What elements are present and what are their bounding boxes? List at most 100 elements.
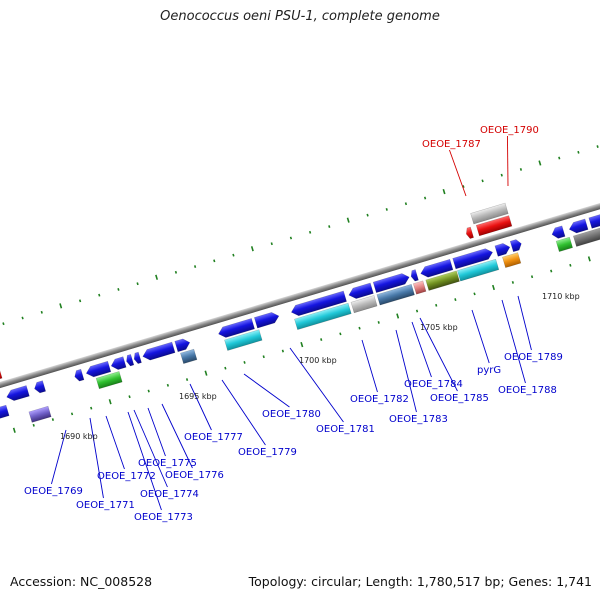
gc-dot [587,256,591,262]
gene-label[interactable]: OEOE_1784 [404,379,463,390]
gene-feature[interactable] [457,258,500,282]
gene-label[interactable]: OEOE_1777 [184,432,243,443]
gene-feature[interactable] [133,351,142,364]
gc-dot [128,395,131,399]
gc-dot [366,213,369,217]
gene-feature[interactable] [5,385,30,403]
gc-dot [136,282,139,286]
gene-feature[interactable] [412,280,427,295]
gc-dot [78,299,82,303]
gene-label[interactable]: OEOE_1773 [134,512,193,523]
gc-dot [193,265,197,269]
gene-feature[interactable] [125,354,135,367]
gc-dot [108,399,112,405]
gene-feature[interactable] [95,371,123,390]
gene-label[interactable]: OEOE_1785 [430,393,489,404]
gene-feature[interactable] [0,404,10,422]
gc-dot [2,322,5,326]
label-leader-line [419,317,458,392]
gc-dot [224,366,227,370]
gc-dot [377,321,380,324]
gene-label[interactable]: OEOE_1775 [138,458,197,469]
gene-feature[interactable] [410,269,419,282]
gene-label[interactable]: OEOE_1782 [350,394,409,405]
gc-content-dots [2,145,599,433]
gene-label[interactable]: OEOE_1781 [316,424,375,435]
gene-feature[interactable] [290,290,347,318]
gc-dot [596,145,599,149]
gc-dot [385,208,388,211]
gc-dot [21,316,24,320]
gene-label[interactable]: OEOE_1787 [422,139,481,150]
gene-feature[interactable] [372,272,411,293]
scale-tick-label: 1700 kbp [299,356,337,365]
gene-feature[interactable] [294,302,352,330]
gene-label[interactable]: OEOE_1771 [76,500,135,511]
gc-dot [155,274,159,280]
gc-dot [358,326,361,330]
gene-feature[interactable] [509,238,523,253]
gene-feature[interactable] [254,311,280,329]
gc-dot [90,406,93,410]
gene-feature[interactable] [588,213,600,229]
gene-label[interactable]: OEOE_1772 [97,471,156,482]
gc-dot [511,281,515,284]
gene-feature[interactable] [85,360,112,378]
gc-dot [243,361,246,364]
gene-feature[interactable] [141,341,176,362]
scale-tick-label: 1705 kbp [420,323,458,332]
label-leader-line [471,309,490,364]
gene-feature[interactable] [0,367,3,382]
gene-label[interactable]: pyrG [477,365,501,376]
label-leader-line [189,383,212,431]
label-leader-line [51,429,67,485]
gene-feature[interactable] [465,226,474,239]
gene-label[interactable]: OEOE_1776 [165,470,224,481]
gene-feature[interactable] [347,282,374,300]
gene-feature[interactable] [28,405,52,423]
gene-label[interactable]: OEOE_1788 [498,385,557,396]
gc-dot [12,427,16,433]
page-title: Oenococcus oeni PSU-1, complete genome [160,9,440,24]
gene-feature[interactable] [73,368,85,382]
gene-feature[interactable] [568,218,589,235]
gene-feature[interactable] [180,348,198,364]
gene-feature[interactable] [425,270,460,291]
label-leader-line [361,339,378,393]
gene-label[interactable]: OEOE_1783 [389,414,448,425]
gc-dot [339,332,342,336]
gc-dot [328,225,331,229]
gc-dot [415,309,419,313]
gene-feature[interactable] [494,242,512,257]
gene-feature[interactable] [550,225,566,240]
label-leader-line [411,321,432,378]
gene-feature[interactable] [573,224,600,247]
gene-feature[interactable] [452,247,494,270]
gc-dot [396,313,400,319]
gene-label[interactable]: OEOE_1774 [140,489,199,500]
gene-features [0,202,600,423]
gene-feature[interactable] [217,318,255,339]
gene-feature[interactable] [376,283,415,306]
gc-dot [289,236,293,240]
gene-feature[interactable] [419,258,454,279]
gc-dot [213,259,216,263]
gene-feature[interactable] [470,202,509,225]
label-leader-line [221,379,266,446]
gene-label[interactable]: OEOE_1789 [504,352,563,363]
gene-label[interactable]: OEOE_1769 [24,486,83,497]
gc-dot [204,370,208,376]
gene-feature[interactable] [33,380,46,394]
genome-summary-text: Topology: circular; Length: 1,780,517 bp… [248,574,592,589]
gene-feature[interactable] [110,356,127,372]
gene-label[interactable]: OEOE_1779 [238,447,297,458]
gene-feature[interactable] [555,236,573,252]
gene-label[interactable]: OEOE_1790 [480,125,539,136]
gene-feature[interactable] [174,337,192,353]
gene-feature[interactable] [475,215,513,237]
gene-feature[interactable] [350,295,378,314]
gene-feature[interactable] [502,252,522,268]
gene-label[interactable]: OEOE_1780 [262,409,321,420]
gene-feature[interactable] [224,329,263,351]
